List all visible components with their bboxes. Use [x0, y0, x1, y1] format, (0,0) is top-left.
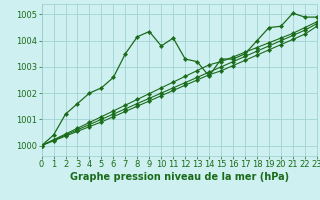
X-axis label: Graphe pression niveau de la mer (hPa): Graphe pression niveau de la mer (hPa): [70, 172, 289, 182]
